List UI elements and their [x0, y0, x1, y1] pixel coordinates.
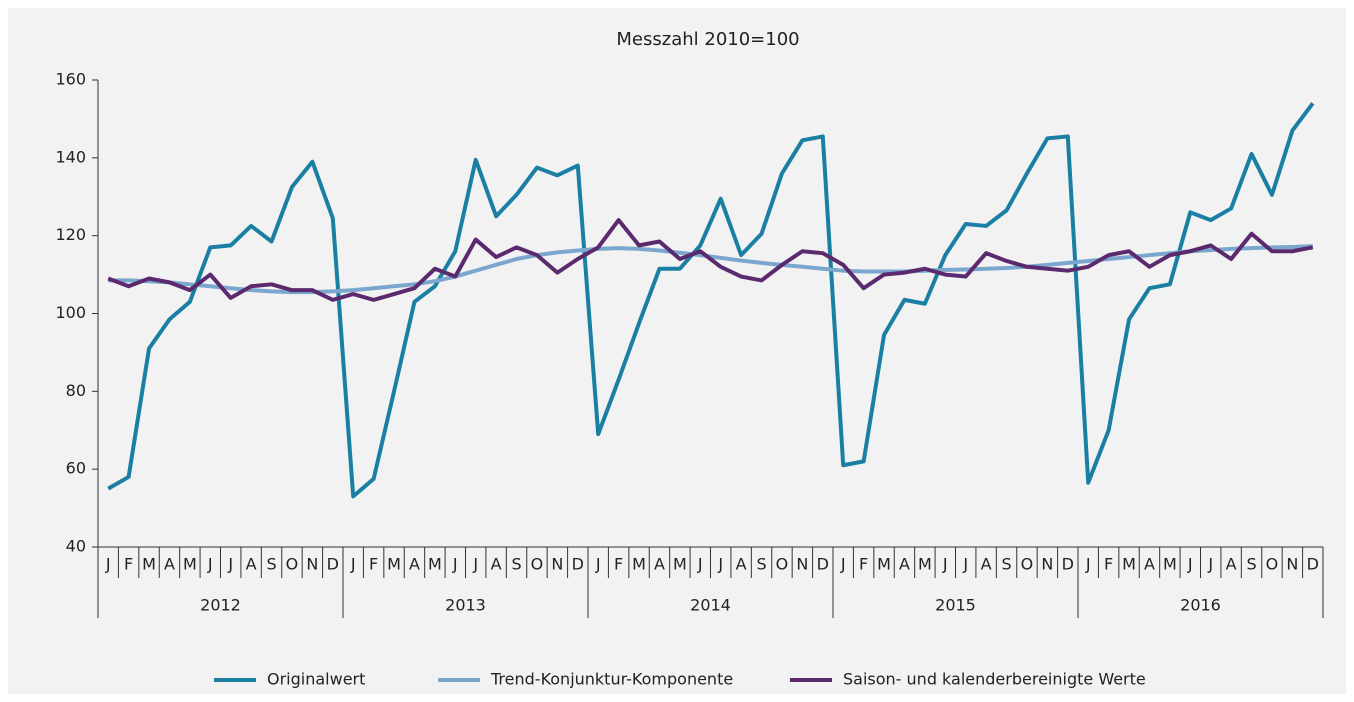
y-tick-label: 80 — [66, 381, 86, 400]
y-tick-label: 120 — [55, 225, 86, 244]
x-tick-label: N — [796, 555, 808, 574]
series-line — [107, 218, 1314, 302]
x-tick-label: J — [942, 555, 948, 574]
x-tick-label: J — [962, 555, 968, 574]
x-tick-label: F — [369, 555, 378, 574]
x-tick-label: O — [1266, 555, 1279, 574]
x-tick-label: M — [428, 555, 442, 574]
x-tick-label: O — [531, 555, 544, 574]
x-tick-label: A — [491, 555, 502, 574]
x-tick-label: F — [124, 555, 133, 574]
x-tick-label: N — [1286, 555, 1298, 574]
x-tick-label: D — [1307, 555, 1319, 574]
year-label: 2016 — [1180, 596, 1221, 615]
x-tick-label: A — [899, 555, 910, 574]
x-tick-label: J — [697, 555, 703, 574]
legend-label: Originalwert — [267, 670, 365, 689]
x-tick-label: M — [918, 555, 932, 574]
year-label: 2014 — [690, 596, 731, 615]
x-tick-label: J — [350, 555, 356, 574]
x-tick-label: A — [409, 555, 420, 574]
x-tick-label: M — [673, 555, 687, 574]
x-tick-label: D — [817, 555, 829, 574]
x-tick-label: N — [551, 555, 563, 574]
x-tick-label: J — [595, 555, 601, 574]
y-tick-label: 60 — [66, 459, 86, 478]
x-tick-label: N — [1041, 555, 1053, 574]
x-tick-label: M — [1163, 555, 1177, 574]
x-tick-label: J — [227, 555, 233, 574]
x-tick-label: J — [1207, 555, 1213, 574]
year-label: 2012 — [200, 596, 241, 615]
x-tick-label: D — [572, 555, 584, 574]
legend-label: Trend-Konjunktur-Komponente — [490, 670, 733, 689]
x-tick-label: S — [1001, 555, 1011, 574]
x-tick-label: A — [736, 555, 747, 574]
x-tick-label: M — [632, 555, 646, 574]
x-tick-label: J — [207, 555, 213, 574]
x-tick-label: J — [840, 555, 846, 574]
x-tick-label: A — [981, 555, 992, 574]
x-tick-label: J — [472, 555, 478, 574]
x-tick-label: A — [1144, 555, 1155, 574]
x-tick-label: J — [1187, 555, 1193, 574]
x-tick-label: S — [1246, 555, 1256, 574]
x-tick-label: A — [246, 555, 257, 574]
x-tick-label: J — [105, 555, 111, 574]
x-tick-label: S — [511, 555, 521, 574]
chart-title: Messzahl 2010=100 — [616, 29, 799, 50]
x-tick-label: D — [1062, 555, 1074, 574]
year-label: 2015 — [935, 596, 976, 615]
y-tick-label: 40 — [66, 537, 86, 556]
background — [8, 8, 1346, 694]
x-tick-label: A — [1226, 555, 1237, 574]
x-tick-label: D — [327, 555, 339, 574]
x-tick-label: J — [1085, 555, 1091, 574]
x-tick-label: S — [756, 555, 766, 574]
x-tick-label: M — [387, 555, 401, 574]
x-tick-label: F — [859, 555, 868, 574]
y-tick-label: 140 — [55, 147, 86, 166]
x-tick-label: F — [1104, 555, 1113, 574]
x-tick-label: F — [614, 555, 623, 574]
x-tick-label: N — [306, 555, 318, 574]
x-tick-label: M — [142, 555, 156, 574]
x-tick-label: S — [266, 555, 276, 574]
series-line — [107, 102, 1315, 499]
x-tick-label: J — [717, 555, 723, 574]
y-tick-label: 100 — [55, 303, 86, 322]
x-tick-label: O — [1021, 555, 1034, 574]
x-tick-label: J — [452, 555, 458, 574]
legend-label: Saison- und kalenderbereinigte Werte — [843, 670, 1146, 689]
x-tick-label: M — [1122, 555, 1136, 574]
x-tick-label: A — [164, 555, 175, 574]
x-tick-label: M — [183, 555, 197, 574]
x-tick-label: O — [286, 555, 299, 574]
x-tick-label: O — [776, 555, 789, 574]
x-tick-label: A — [654, 555, 665, 574]
x-tick-label: M — [877, 555, 891, 574]
year-label: 2013 — [445, 596, 486, 615]
y-tick-label: 160 — [55, 70, 86, 89]
